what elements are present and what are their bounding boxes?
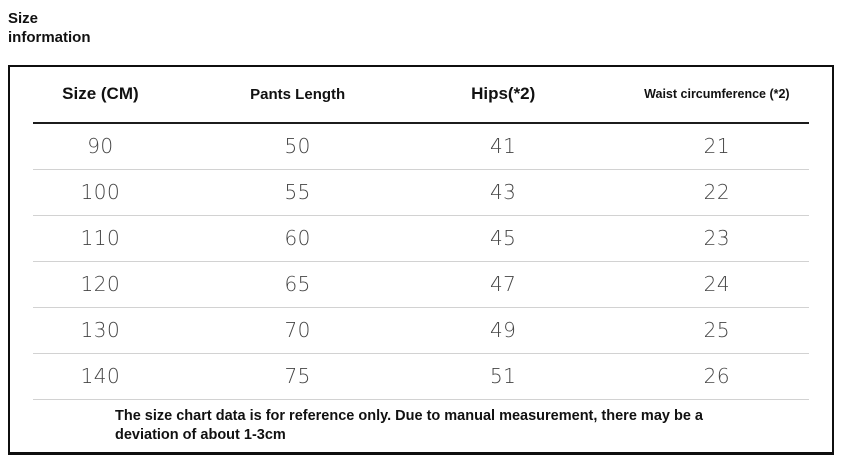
size-chart-table: Size (CM) Pants Length Hips(*2) Waist ci… <box>8 64 834 455</box>
row-separator <box>33 352 809 354</box>
column-header-size: Size (CM) <box>62 84 139 103</box>
row-separator <box>33 306 809 308</box>
table-cell-waist: 23 <box>703 226 731 250</box>
table-cell-hips: 41 <box>489 134 517 158</box>
row-separator <box>33 398 809 400</box>
table-cell-size: 100 <box>80 180 121 204</box>
table-cell-waist: 22 <box>703 180 731 204</box>
table-cell-pants-length: 70 <box>284 318 311 342</box>
column-header-hips: Hips(*2) <box>471 84 536 103</box>
table-cell-waist: 26 <box>703 364 731 388</box>
table-cell-pants-length: 75 <box>284 364 311 388</box>
table-cell-hips: 49 <box>489 318 517 342</box>
column-header-pants-length: Pants Length <box>250 85 346 103</box>
table-row: 100 55 43 22 <box>10 170 832 215</box>
table-cell-hips: 43 <box>489 180 517 204</box>
table-cell-pants-length: 50 <box>284 134 311 158</box>
table-cell-hips: 47 <box>489 272 517 296</box>
column-header-waist: Waist circumference (*2) <box>644 87 790 101</box>
table-cell-pants-length: 60 <box>284 226 311 250</box>
table-cell-hips: 51 <box>489 364 517 388</box>
table-header-row: Size (CM) Pants Length Hips(*2) Waist ci… <box>10 67 832 122</box>
table-row: 90 50 41 21 <box>10 124 832 169</box>
header-separator <box>33 121 809 124</box>
table-row: 110 60 45 23 <box>10 216 832 261</box>
size-chart-footnote: The size chart data is for reference onl… <box>115 407 703 443</box>
table-row: 140 75 51 26 <box>10 354 832 399</box>
table-cell-size: 90 <box>87 134 114 158</box>
table-cell-pants-length: 65 <box>284 272 311 296</box>
table-cell-size: 120 <box>80 272 121 296</box>
table-cell-hips: 45 <box>489 226 517 250</box>
table-cell-pants-length: 55 <box>284 180 311 204</box>
page-title: Size information <box>8 10 91 46</box>
table-cell-size: 130 <box>80 318 121 342</box>
row-separator <box>33 260 809 262</box>
table-row: 130 70 49 25 <box>10 308 832 353</box>
row-separator <box>33 214 809 216</box>
table-cell-waist: 21 <box>703 134 731 158</box>
row-separator <box>33 168 809 170</box>
table-cell-waist: 24 <box>703 272 731 296</box>
table-row: 120 65 47 24 <box>10 262 832 307</box>
table-cell-size: 110 <box>80 226 121 250</box>
table-cell-size: 140 <box>80 364 121 388</box>
table-cell-waist: 25 <box>703 318 731 342</box>
